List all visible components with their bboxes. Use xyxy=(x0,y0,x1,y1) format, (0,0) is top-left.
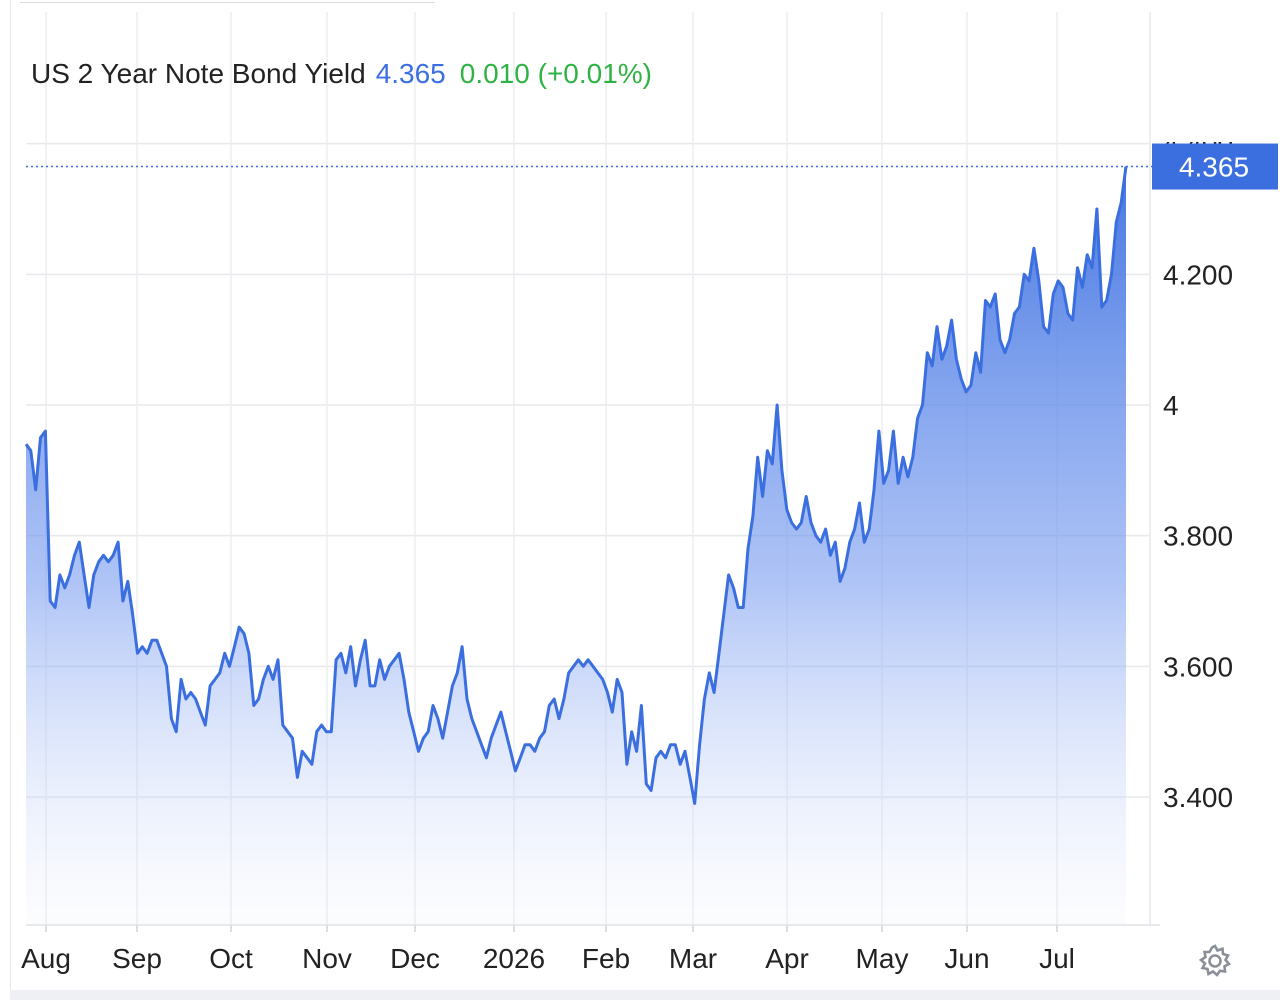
x-tick-label: Jun xyxy=(944,943,989,974)
x-tick-label: Aug xyxy=(21,943,71,974)
x-tick-label: Oct xyxy=(209,943,253,974)
y-tick-label: 3.600 xyxy=(1163,651,1233,682)
axis-mask-top xyxy=(1152,120,1278,142)
x-tick-label: Dec xyxy=(390,943,440,974)
y-tick-label: 4 xyxy=(1163,390,1179,421)
chart-panel xyxy=(10,0,1280,993)
x-tick-label: May xyxy=(856,943,909,974)
price-change: 0.010 (+0.01%) xyxy=(459,58,653,89)
chart-header: US 2 Year Note Bond Yield 4.365 0.010 (+0.… xyxy=(31,58,652,90)
x-axis-labels: Aug Sep Oct Nov Dec 2026 Feb Mar Apr May Jun Jul xyxy=(21,943,1075,974)
x-tick-label: Mar xyxy=(669,943,717,974)
x-tick-label: Apr xyxy=(765,943,809,974)
chart-title: US 2 Year Note Bond Yield xyxy=(31,58,366,89)
bottom-strip xyxy=(10,990,1280,1000)
x-tick-label: 2026 xyxy=(483,943,545,974)
y-tick-label: 4.200 xyxy=(1163,259,1233,290)
x-tick-label: Sep xyxy=(112,943,162,974)
x-tick-label: Nov xyxy=(302,943,352,974)
yield-area-fill xyxy=(26,166,1126,925)
x-tick-label: Jul xyxy=(1039,943,1075,974)
y-tick-label: 3.800 xyxy=(1163,521,1233,552)
y-tick-label: 3.400 xyxy=(1163,782,1233,813)
last-value-label: 4.365 xyxy=(1179,152,1249,183)
last-value-badge xyxy=(1152,143,1278,190)
top-divider xyxy=(20,2,435,3)
gear-icon[interactable] xyxy=(1196,942,1234,980)
yield-line xyxy=(24,166,1128,805)
current-price: 4.365 xyxy=(375,58,446,89)
x-tick-label: Feb xyxy=(582,943,630,974)
